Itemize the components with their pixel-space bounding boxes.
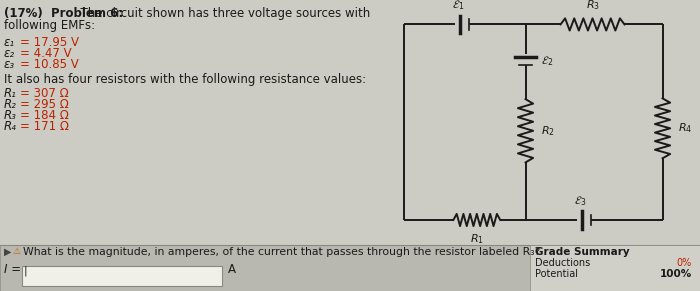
Text: ε₁: ε₁ — [4, 36, 15, 49]
Text: I =: I = — [4, 263, 21, 276]
Text: = 10.85 V: = 10.85 V — [20, 58, 78, 71]
Text: $R_2$: $R_2$ — [540, 124, 554, 138]
Text: ε₃: ε₃ — [4, 58, 15, 71]
Text: $R_4$: $R_4$ — [678, 121, 692, 135]
Bar — [22, 266, 222, 286]
Text: = 307 Ω: = 307 Ω — [20, 87, 69, 100]
Text: Potential: Potential — [535, 269, 578, 279]
Text: (17%)  Problem 6:  The circuit shown has three voltage sources with: (17%) Problem 6: The circuit shown has t… — [4, 7, 407, 20]
Text: $R_3$: $R_3$ — [585, 0, 599, 12]
Bar — [0, 245, 700, 291]
Text: R₂: R₂ — [4, 98, 17, 111]
Text: = 4.47 V: = 4.47 V — [20, 47, 71, 60]
Text: R₁: R₁ — [4, 87, 17, 100]
Text: = 171 Ω: = 171 Ω — [20, 120, 69, 133]
Text: $R_1$: $R_1$ — [470, 232, 484, 246]
Text: following EMFs:: following EMFs: — [4, 19, 95, 32]
Text: = 17.95 V: = 17.95 V — [20, 36, 79, 49]
Text: $\mathcal{E}_3$: $\mathcal{E}_3$ — [574, 194, 587, 208]
Text: ▶: ▶ — [4, 247, 11, 257]
Text: R₃: R₃ — [4, 109, 17, 122]
Text: = 184 Ω: = 184 Ω — [20, 109, 69, 122]
Text: $\mathcal{E}_2$: $\mathcal{E}_2$ — [540, 54, 553, 68]
Text: 100%: 100% — [659, 269, 692, 279]
Text: $\mathcal{E}_1$: $\mathcal{E}_1$ — [452, 0, 465, 12]
Text: The circuit shown has three voltage sources with: The circuit shown has three voltage sour… — [73, 7, 370, 20]
Text: ε₂: ε₂ — [4, 47, 15, 60]
Text: (17%)  Problem 6:: (17%) Problem 6: — [4, 7, 123, 20]
Bar — [530, 245, 700, 291]
Text: R₄: R₄ — [4, 120, 17, 133]
Text: Deductions: Deductions — [535, 258, 590, 268]
Text: |: | — [24, 266, 27, 276]
Text: = 295 Ω: = 295 Ω — [20, 98, 69, 111]
Text: Grade Summary: Grade Summary — [535, 247, 629, 257]
Text: It also has four resistors with the following resistance values:: It also has four resistors with the foll… — [4, 73, 366, 86]
Text: ⚠: ⚠ — [13, 247, 21, 256]
Text: 0%: 0% — [677, 258, 692, 268]
Text: A: A — [228, 263, 236, 276]
Text: What is the magnitude, in amperes, of the current that passes through the resist: What is the magnitude, in amperes, of th… — [23, 247, 540, 257]
